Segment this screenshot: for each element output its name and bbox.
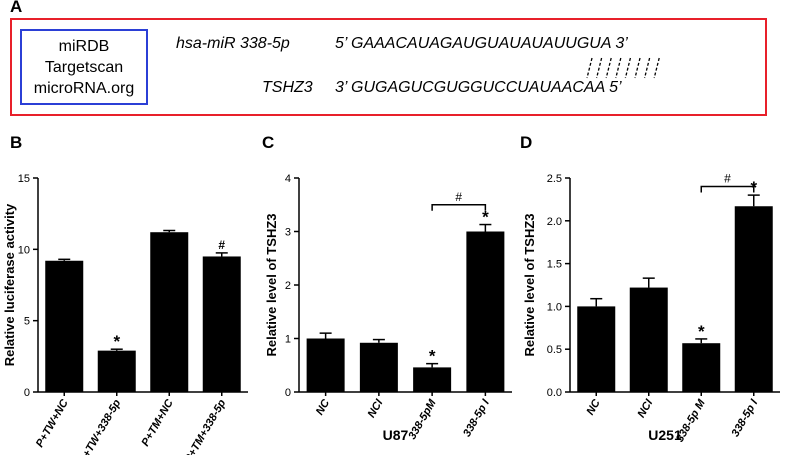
database-list-box: miRDB Targetscan microRNA.org — [20, 29, 148, 105]
pairing-line — [643, 57, 651, 79]
significance-label: * — [113, 332, 120, 351]
x-tick-label: NCI — [366, 397, 386, 420]
bar — [577, 306, 616, 392]
chart-luciferase-activity: 0 5 10 15 Relative luciferase activity P+TW+N… — [2, 173, 248, 455]
chart-tshz3-u251: 0.0 0.5 1.0 1.5 2.0 2.5 Relative level of TSHZ… — [522, 172, 780, 444]
bar — [202, 256, 241, 392]
significance-label: # — [218, 238, 225, 252]
y-tick-label: 10 — [18, 244, 30, 256]
panel-letter-a: A — [10, 0, 23, 16]
y-tick-label: 2.0 — [547, 216, 562, 228]
bar — [413, 367, 452, 392]
chart-tshz3-u87: 0 1 2 3 4 Relative level of TSHZ3 NC NCI * 338-5p… — [264, 173, 512, 443]
bar — [682, 343, 721, 392]
x-axis-label: U251 — [648, 427, 682, 443]
comparison-label: # — [724, 172, 731, 186]
x-tick-label: NC — [585, 397, 604, 418]
mirna-sequence: 5’ GAAACAUAGAUGUAUAUAUUGUA 3’ — [335, 35, 628, 52]
y-tick-label: 2 — [285, 280, 291, 292]
pairing-line — [615, 57, 622, 79]
y-tick-label: 3 — [285, 227, 291, 239]
bar — [734, 206, 773, 392]
base-pairing-lines — [586, 57, 660, 79]
y-tick-label: 15 — [18, 173, 30, 185]
y-tick-label: 0.5 — [547, 344, 562, 356]
database-microrna-org: microRNA.org — [33, 79, 135, 97]
pairing-line — [586, 57, 593, 79]
target-gene-name: TSHZ3 — [262, 79, 313, 96]
sequence-alignment-box — [10, 18, 767, 116]
y-tick-label: 4 — [285, 173, 291, 185]
database-mirdb: miRDB — [58, 37, 110, 55]
bar — [45, 260, 84, 392]
bar — [629, 287, 668, 392]
panel-letter-d: D — [520, 133, 533, 152]
pairing-line — [624, 57, 632, 79]
comparison-label: # — [455, 190, 462, 204]
bar — [150, 232, 189, 392]
bar — [466, 231, 505, 392]
database-targetscan: Targetscan — [44, 58, 124, 76]
y-tick-label: 5 — [24, 316, 30, 328]
x-tick-label: 338-5p I — [729, 397, 760, 439]
x-tick-label: P+TM+338-5p — [182, 397, 228, 455]
pairing-line — [595, 57, 603, 79]
significance-label: * — [698, 322, 705, 341]
bar — [97, 350, 136, 392]
panel-letter-b: B — [10, 133, 23, 152]
y-tick-label: 2.5 — [547, 173, 562, 185]
bar — [359, 342, 398, 392]
y-tick-label: 1.0 — [547, 301, 562, 313]
y-tick-label: 1.5 — [547, 259, 562, 271]
x-tick-label: P+TM+NC — [139, 397, 176, 449]
x-tick-label: 338-5p I — [461, 397, 492, 439]
significance-label: * — [482, 208, 489, 227]
x-tick-label: 338-5pM — [406, 397, 439, 442]
panel-letter-c: C — [262, 133, 275, 152]
y-tick-label: 0 — [24, 387, 30, 399]
y-axis-label: Relative level of TSHZ3 — [264, 213, 279, 356]
y-tick-label: 1 — [285, 334, 291, 346]
bar — [306, 338, 345, 392]
x-tick-label: NCI — [635, 397, 655, 420]
x-tick-label: NC — [314, 397, 333, 418]
x-tick-label: P+TW+NC — [34, 397, 72, 450]
significance-label: * — [429, 347, 436, 366]
comparison-bracket — [431, 204, 487, 211]
pairing-line — [653, 57, 660, 79]
y-tick-label: 0 — [285, 387, 291, 399]
y-axis-label: Relative luciferase activity — [2, 203, 17, 366]
target-sequence: 3’ GUGAGUCGUGGUCCUAUAACAA 5’ — [335, 79, 622, 96]
y-axis-label: Relative level of TSHZ3 — [522, 213, 537, 356]
pairing-line — [605, 57, 612, 79]
y-tick-label: 0.0 — [547, 387, 562, 399]
x-axis-label: U87 — [383, 427, 409, 443]
x-tick-label: P+TW+338-5p — [77, 397, 124, 455]
comparison-bracket — [700, 185, 755, 193]
pairing-line — [634, 57, 641, 79]
mirna-name: hsa-miR 338-5p — [176, 35, 290, 52]
